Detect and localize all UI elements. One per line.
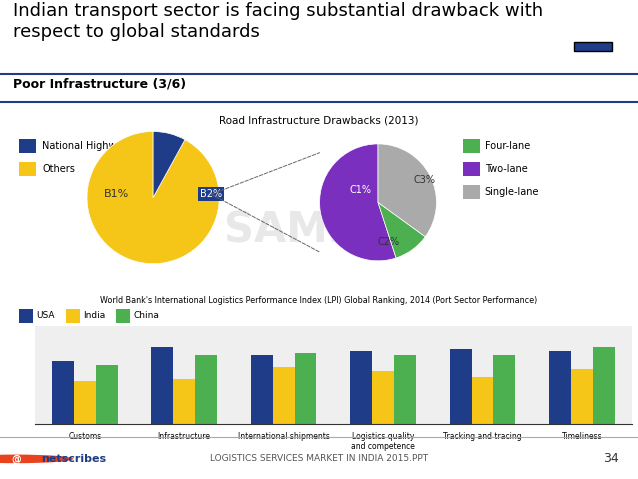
- Text: C3%: C3%: [414, 175, 436, 185]
- Text: China: China: [133, 311, 159, 320]
- Text: 34: 34: [603, 452, 619, 466]
- Circle shape: [0, 455, 73, 463]
- Wedge shape: [320, 144, 396, 261]
- Bar: [593, 347, 615, 424]
- Text: Two-lane: Two-lane: [485, 164, 528, 174]
- Bar: [549, 351, 571, 424]
- Bar: [19, 138, 36, 153]
- Wedge shape: [153, 131, 185, 197]
- Text: India: India: [84, 311, 105, 320]
- Bar: [19, 161, 36, 176]
- Text: B2%: B2%: [200, 189, 223, 199]
- Text: Others: Others: [42, 164, 75, 174]
- Text: World Bank's International Logistics Performance Index (LPI) Global Ranking, 201: World Bank's International Logistics Per…: [100, 297, 538, 305]
- Bar: [463, 138, 480, 153]
- Bar: [571, 369, 593, 424]
- Bar: [116, 309, 130, 323]
- Bar: [272, 367, 295, 424]
- Text: USA: USA: [36, 311, 55, 320]
- Wedge shape: [378, 144, 436, 237]
- Text: Four-lane: Four-lane: [485, 141, 530, 150]
- Bar: [471, 377, 493, 424]
- Bar: [350, 351, 372, 424]
- Text: Poor Infrastructure (3/6): Poor Infrastructure (3/6): [13, 78, 186, 91]
- Bar: [463, 161, 480, 176]
- Bar: [19, 309, 33, 323]
- Bar: [372, 371, 394, 424]
- Wedge shape: [378, 203, 426, 258]
- Bar: [394, 355, 416, 424]
- Text: C1%: C1%: [350, 184, 371, 194]
- Wedge shape: [87, 131, 219, 263]
- Bar: [251, 355, 272, 424]
- Bar: [74, 381, 96, 424]
- Bar: [66, 309, 80, 323]
- Bar: [96, 365, 117, 424]
- Text: netscribes: netscribes: [41, 454, 107, 464]
- Text: SAMPLE: SAMPLE: [224, 210, 414, 251]
- Bar: [450, 349, 471, 424]
- Text: LOGISTICS SERVICES MARKET IN INDIA 2015.PPT: LOGISTICS SERVICES MARKET IN INDIA 2015.…: [210, 455, 428, 463]
- Bar: [52, 361, 74, 424]
- Text: Road Infrastructure Drawbacks (2013): Road Infrastructure Drawbacks (2013): [219, 115, 419, 125]
- Text: Single-lane: Single-lane: [485, 187, 539, 197]
- Text: B1%: B1%: [104, 189, 130, 199]
- Bar: [493, 355, 516, 424]
- Bar: [174, 379, 195, 424]
- FancyBboxPatch shape: [574, 42, 612, 51]
- Bar: [151, 347, 174, 424]
- Text: Indian transport sector is facing substantial drawback with
respect to global st: Indian transport sector is facing substa…: [13, 2, 543, 41]
- Text: C2%: C2%: [378, 237, 399, 247]
- Bar: [195, 355, 217, 424]
- Text: National Highways: National Highways: [42, 141, 133, 150]
- Bar: [295, 353, 316, 424]
- Text: @: @: [11, 454, 21, 464]
- Bar: [463, 184, 480, 199]
